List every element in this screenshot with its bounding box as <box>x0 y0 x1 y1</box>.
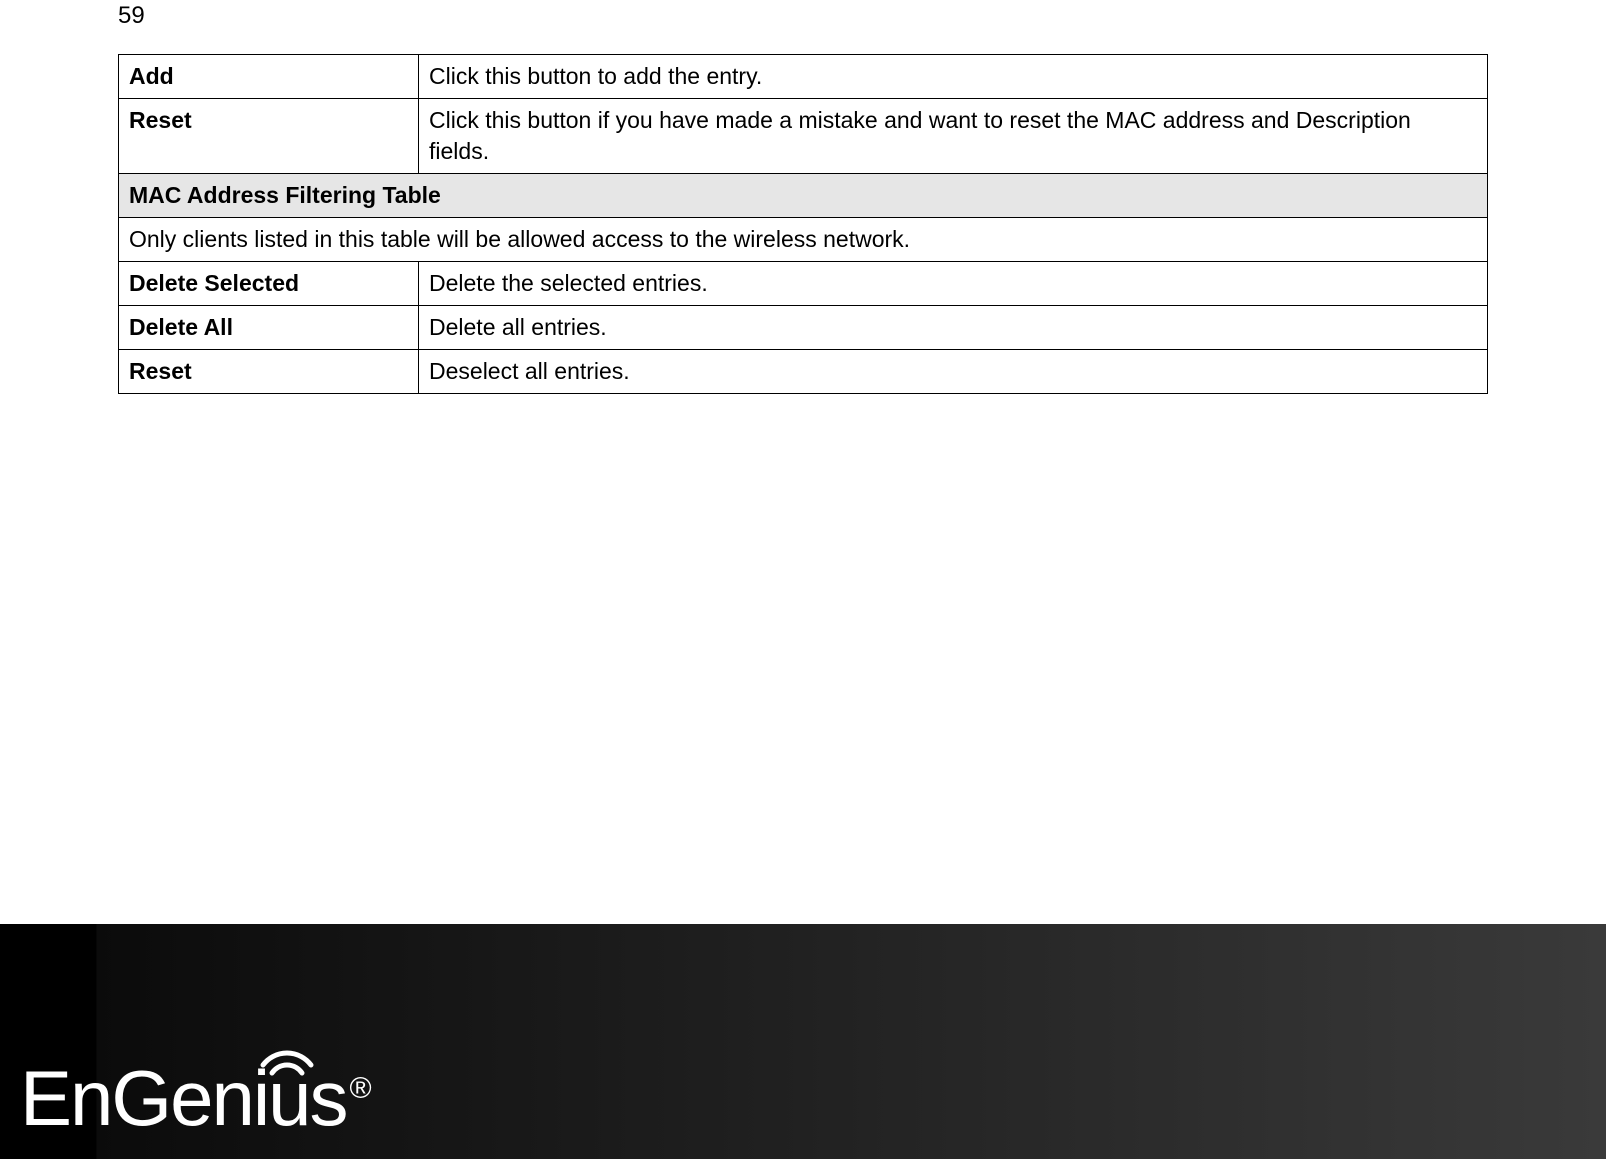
section-header: MAC Address Filtering Table <box>119 174 1488 218</box>
section-desc: Only clients listed in this table will b… <box>119 218 1488 262</box>
brand-logo: EnGenius® <box>20 1027 370 1137</box>
row-desc-reset2: Deselect all entries. <box>419 350 1488 394</box>
page-footer: EnGenius® <box>0 924 1606 1159</box>
table-row: Add Click this button to add the entry. <box>119 55 1488 99</box>
row-desc-delete-selected: Delete the selected entries. <box>419 262 1488 306</box>
section-desc-row: Only clients listed in this table will b… <box>119 218 1488 262</box>
table-row: Reset Deselect all entries. <box>119 350 1488 394</box>
table-row: Reset Click this button if you have made… <box>119 99 1488 174</box>
mac-filter-table: Add Click this button to add the entry. … <box>118 54 1488 394</box>
table-row: Delete Selected Delete the selected entr… <box>119 262 1488 306</box>
page-number: 59 <box>118 2 145 30</box>
row-label-add: Add <box>119 55 419 99</box>
wifi-icon <box>257 1035 317 1079</box>
row-desc-delete-all: Delete all entries. <box>419 306 1488 350</box>
logo-text: EnGenius® <box>20 1059 370 1137</box>
row-label-delete-all: Delete All <box>119 306 419 350</box>
row-label-delete-selected: Delete Selected <box>119 262 419 306</box>
row-label-reset: Reset <box>119 99 419 174</box>
row-desc-add: Click this button to add the entry. <box>419 55 1488 99</box>
row-desc-reset: Click this button if you have made a mis… <box>419 99 1488 174</box>
content-area: Add Click this button to add the entry. … <box>118 54 1488 394</box>
table-row: Delete All Delete all entries. <box>119 306 1488 350</box>
row-label-reset2: Reset <box>119 350 419 394</box>
section-header-row: MAC Address Filtering Table <box>119 174 1488 218</box>
registered-mark: ® <box>350 1072 370 1105</box>
